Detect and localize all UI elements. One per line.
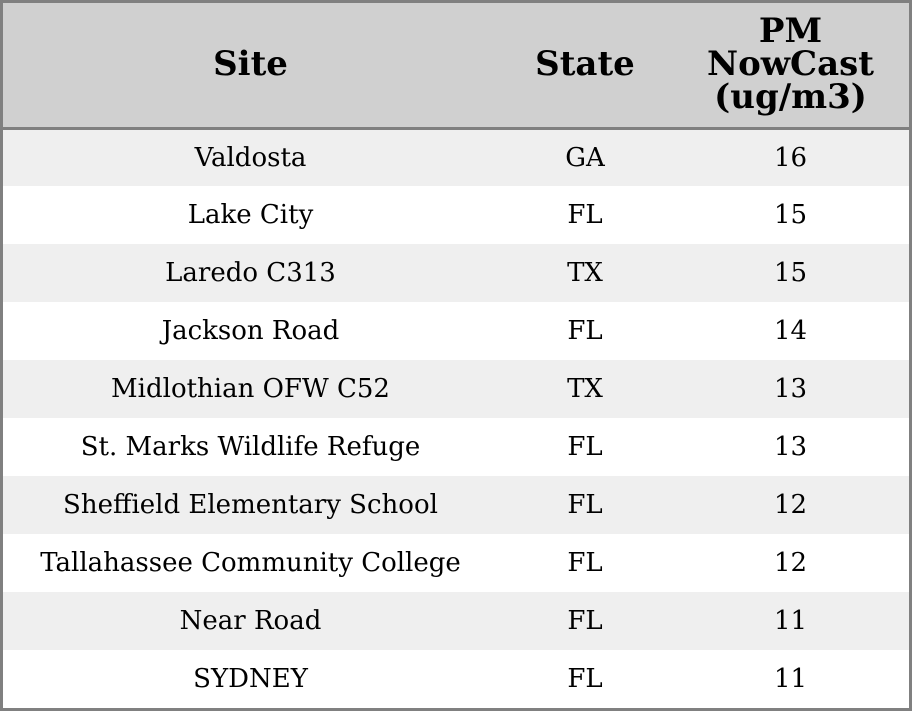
header-site: Site xyxy=(3,3,498,130)
cell-pm-nowcast: 16 xyxy=(773,142,808,173)
cell-state: FL xyxy=(567,490,603,520)
cell-pm-nowcast: 11 xyxy=(773,606,808,636)
table-row: Jackson Road FL 14 xyxy=(3,302,909,360)
cell-pm-nowcast: 14 xyxy=(773,316,808,346)
cell-site: Jackson Road xyxy=(161,316,340,346)
table-row: Near Road FL 11 xyxy=(3,592,909,650)
cell-site: Laredo C313 xyxy=(165,258,336,288)
table-row: St. Marks Wildlife Refuge FL 13 xyxy=(3,418,909,476)
cell-site: St. Marks Wildlife Refuge xyxy=(80,432,421,462)
table-body: Valdosta GA 16 Lake City FL 15 Laredo C313 TX 15… xyxy=(3,128,909,708)
cell-pm-nowcast: 12 xyxy=(773,548,808,578)
cell-state: FL xyxy=(567,664,603,694)
cell-site: Valdosta xyxy=(194,142,307,173)
table-row: Lake City FL 15 xyxy=(3,186,909,244)
cell-state: TX xyxy=(567,258,603,288)
table-row: Midlothian OFW C52 TX 13 xyxy=(3,360,909,418)
cell-state: FL xyxy=(567,316,603,346)
cell-state: FL xyxy=(567,200,603,230)
table-header: Site State PM NowCast (ug/m3) xyxy=(3,3,909,130)
cell-site: Near Road xyxy=(179,606,322,636)
pm-nowcast-table: Site State PM NowCast (ug/m3) Valdosta GA… xyxy=(3,3,909,708)
cell-pm-nowcast: 11 xyxy=(773,664,808,694)
cell-pm-nowcast: 13 xyxy=(773,374,808,404)
cell-state: FL xyxy=(567,548,603,578)
cell-pm-nowcast: 12 xyxy=(773,490,808,520)
table-row: Sheffield Elementary School FL 12 xyxy=(3,476,909,534)
header-pm-line-1: PM xyxy=(758,11,823,52)
header-row: Site State PM NowCast (ug/m3) xyxy=(3,3,909,130)
header-state-line: State xyxy=(535,44,635,85)
table-row: Valdosta GA 16 xyxy=(3,128,909,186)
header-pm-nowcast: PM NowCast (ug/m3) xyxy=(672,3,909,130)
header-pm-line-2: NowCast xyxy=(707,44,874,85)
header-pm-line-3: (ug/m3) xyxy=(714,77,867,118)
cell-state: FL xyxy=(567,606,603,636)
cell-site: SYDNEY xyxy=(193,664,308,694)
cell-state: TX xyxy=(567,374,603,404)
table-row: Tallahassee Community College FL 12 xyxy=(3,534,909,592)
cell-pm-nowcast: 13 xyxy=(773,432,808,462)
cell-pm-nowcast: 15 xyxy=(773,258,808,288)
cell-site: Lake City xyxy=(187,200,314,230)
header-site-line: Site xyxy=(213,44,288,85)
table-row: Laredo C313 TX 15 xyxy=(3,244,909,302)
cell-site: Sheffield Elementary School xyxy=(63,490,438,520)
header-state: State xyxy=(498,3,672,130)
cell-state: GA xyxy=(565,142,605,173)
table-row: SYDNEY FL 11 xyxy=(3,650,909,708)
cell-site: Tallahassee Community College xyxy=(40,548,461,578)
cell-site: Midlothian OFW C52 xyxy=(111,374,390,404)
cell-pm-nowcast: 15 xyxy=(773,200,808,230)
cell-state: FL xyxy=(567,432,603,462)
